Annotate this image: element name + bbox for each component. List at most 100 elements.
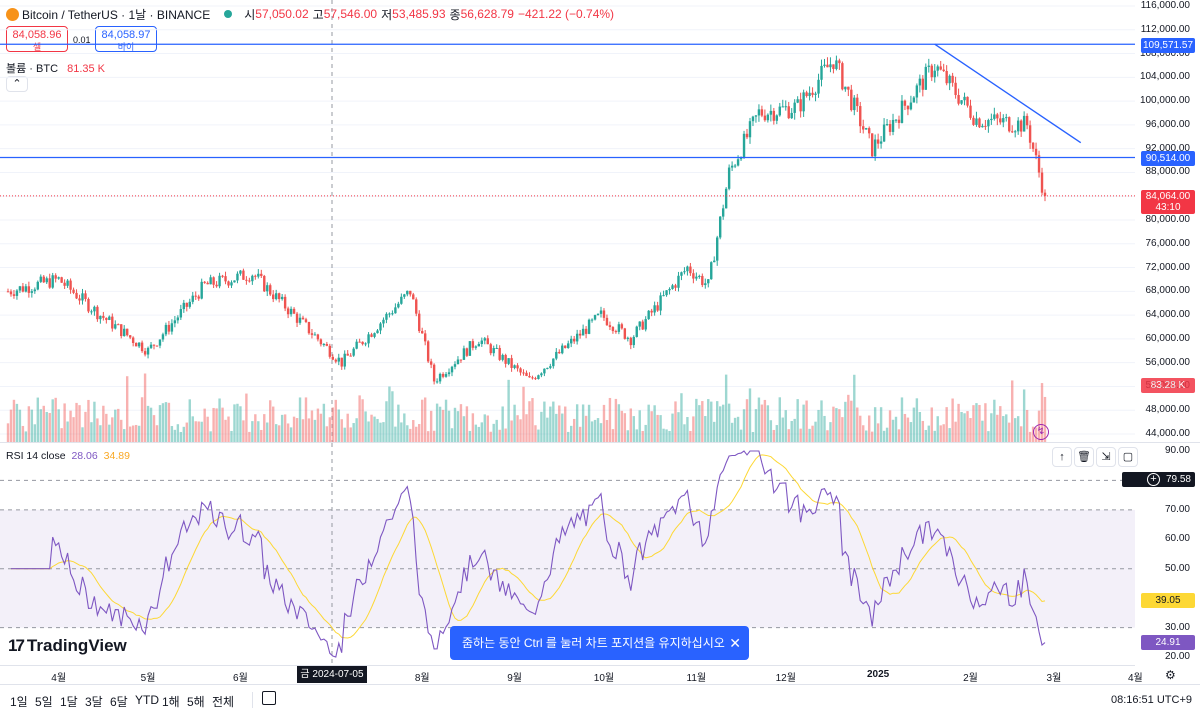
volume-bar: [379, 422, 382, 442]
time-axis[interactable]: 4월5월6월7월8월9월10월11월12월20252월3월4월⚙: [0, 665, 1176, 684]
price-tick-label: 68,000.00: [1145, 285, 1191, 297]
timeframe-button[interactable]: YTD: [135, 693, 159, 707]
timeframe-button[interactable]: 전체: [212, 695, 235, 709]
rsi-chart[interactable]: [0, 443, 1135, 665]
volume-bar: [575, 404, 579, 442]
collapse-pane-button[interactable]: ⇲: [1096, 447, 1116, 467]
volume-bar: [626, 430, 630, 442]
candle-body: [876, 139, 880, 144]
collapse-legend-button[interactable]: ⌃: [6, 76, 28, 92]
candle-body: [117, 324, 120, 326]
volume-bar: [707, 399, 710, 442]
candle-body: [510, 358, 513, 368]
timeframe-button[interactable]: 5일: [35, 695, 53, 709]
close-icon[interactable]: ✕: [729, 635, 741, 651]
volume-bar: [796, 399, 799, 442]
candle-body: [787, 106, 790, 119]
candle-body: [367, 334, 370, 344]
timeframe-button[interactable]: 1달: [60, 695, 78, 709]
timeframe-button[interactable]: 1일: [10, 695, 28, 709]
tradingview-logo[interactable]: 17 TradingView: [8, 636, 127, 656]
volume-bar: [832, 406, 835, 442]
candle-body: [766, 114, 770, 121]
rsi-ma-tag: 39.05: [1141, 593, 1195, 608]
candle-body: [385, 313, 388, 320]
volume-bar: [772, 429, 776, 442]
volume-bar: [322, 403, 326, 442]
spread-value: 0.01: [73, 35, 91, 45]
volume-bar: [745, 399, 749, 442]
candle-body: [522, 372, 525, 374]
volume-bar: [233, 404, 236, 442]
candle-body: [54, 275, 57, 279]
volume-bar: [385, 401, 388, 442]
candle-body: [146, 347, 150, 355]
maximize-pane-button[interactable]: ▢: [1118, 447, 1138, 467]
volume-bar: [191, 416, 194, 442]
volume-bar: [647, 404, 650, 442]
volume-bar: [176, 424, 180, 442]
volume-bar: [274, 424, 278, 442]
price-axis[interactable]: 116,000.00 112,000.00 108,000.00 104,000.00…: [1135, 0, 1200, 442]
buy-label: 바이: [117, 42, 135, 52]
sell-button[interactable]: 84,058.96 셀: [6, 26, 68, 52]
candle-body: [888, 124, 892, 132]
candle-body: [114, 324, 117, 329]
candle-body: [15, 290, 19, 296]
candle-body: [742, 133, 746, 158]
symbol-title[interactable]: Bitcoin / TetherUS · 1날 · BINANCE: [22, 7, 211, 22]
candle-body: [894, 119, 898, 121]
sell-price: 84,058.96: [12, 29, 62, 41]
utc-clock[interactable]: 08:16:51 UTC+9: [1110, 694, 1192, 706]
candle-body: [340, 357, 343, 367]
candle-body: [760, 109, 764, 116]
candle-body: [617, 324, 621, 332]
pane-separator[interactable]: [0, 442, 1200, 443]
candle-body: [337, 357, 340, 362]
volume-bar: [1043, 396, 1047, 442]
plus-icon[interactable]: +: [1146, 473, 1160, 486]
candle-body: [578, 333, 582, 336]
delete-pane-button[interactable]: 🗑: [1074, 447, 1094, 467]
candle-body: [382, 319, 385, 324]
timeframe-button[interactable]: 6달: [110, 695, 128, 709]
candle-body: [817, 79, 820, 94]
candle-body: [450, 366, 454, 373]
volume-bar: [334, 399, 337, 442]
move-pane-up-button[interactable]: ↑: [1052, 447, 1072, 467]
price-chart[interactable]: [0, 0, 1135, 442]
candle-body: [233, 280, 236, 283]
candle-body: [194, 295, 197, 297]
timeframe-button[interactable]: 5해: [187, 695, 205, 709]
price-tick-label: 48,000.00: [1145, 404, 1191, 416]
candle-body: [1022, 115, 1026, 132]
candle-body: [1031, 142, 1035, 149]
candle-body: [504, 354, 507, 364]
buy-button[interactable]: 84,058.97 바이: [95, 26, 157, 52]
volume-bar: [483, 414, 486, 442]
volume-bar: [859, 415, 862, 442]
timeframe-button[interactable]: 1해: [162, 695, 180, 709]
volume-bar: [388, 386, 391, 442]
candle-body: [870, 133, 874, 157]
candle-body: [230, 282, 233, 286]
candle-body: [325, 343, 329, 346]
time-tick-label: 8월: [414, 673, 430, 684]
settings-icon[interactable]: ⚙: [1165, 668, 1176, 682]
toolbar-divider: [252, 692, 253, 708]
crosshair-date-label: 금 2024-07-05: [297, 666, 367, 683]
volume-bar: [710, 401, 713, 442]
candle-body: [137, 342, 141, 347]
volume-bar: [516, 415, 519, 442]
volume-bar: [584, 415, 588, 442]
volume-bar: [909, 422, 913, 442]
lightning-icon[interactable]: ↯: [1033, 424, 1049, 440]
candle-body: [48, 278, 51, 288]
candle-body: [996, 114, 999, 119]
candle-body: [704, 283, 707, 286]
date-range-icon[interactable]: [262, 691, 276, 705]
volume-bar: [885, 427, 889, 442]
candle-body: [277, 293, 281, 300]
timeframe-button[interactable]: 3달: [85, 695, 103, 709]
volume-bar: [927, 425, 930, 442]
